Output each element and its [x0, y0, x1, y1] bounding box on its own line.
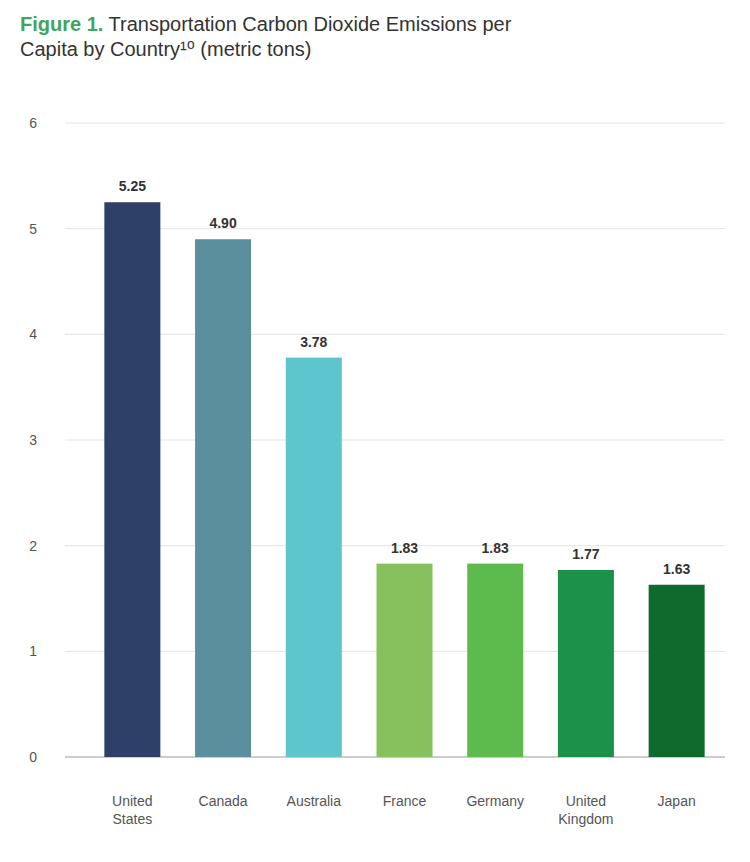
y-tick-label: 6: [29, 115, 37, 131]
x-tick-label: Australia: [287, 793, 342, 809]
bar: [649, 585, 705, 757]
y-tick-label: 0: [29, 749, 37, 765]
x-tick-label: UnitedKingdom: [558, 793, 613, 827]
data-label: 3.78: [300, 334, 327, 350]
y-tick-label: 2: [29, 538, 37, 554]
grid-line: [65, 440, 725, 441]
grid-line: [65, 334, 725, 335]
grid-line: [65, 228, 725, 229]
bar: [377, 564, 433, 757]
bar: [195, 239, 251, 757]
data-label: 1.63: [663, 561, 690, 577]
bar: [558, 570, 614, 757]
bar: [286, 358, 342, 757]
bars: [104, 202, 704, 757]
data-label: 1.77: [572, 546, 599, 562]
grid: [65, 123, 725, 757]
chart: 0 1 2 3 4 5 6 5.25 4.90 3.78 1.83 1.83 1.77 1.63 Unite…: [0, 0, 750, 862]
x-tick-label: Canada: [199, 793, 248, 809]
x-tick-label: Germany: [466, 793, 524, 809]
x-tick-label: France: [383, 793, 427, 809]
x-tick-label: UnitedStates: [112, 793, 152, 827]
y-tick-label: 1: [29, 643, 37, 659]
bar: [467, 564, 523, 757]
data-label: 4.90: [209, 215, 236, 231]
bar: [104, 202, 160, 757]
data-label: 1.83: [482, 540, 509, 556]
chart-title: Figure 1. Transportation Carbon Dioxide …: [20, 12, 540, 62]
data-label: 5.25: [119, 178, 146, 194]
data-label: 1.83: [391, 540, 418, 556]
grid-line: [65, 123, 725, 124]
y-tick-label: 4: [29, 326, 37, 342]
y-tick-label: 3: [29, 432, 37, 448]
y-tick-label: 5: [29, 221, 37, 237]
x-tick-label: Japan: [658, 793, 696, 809]
